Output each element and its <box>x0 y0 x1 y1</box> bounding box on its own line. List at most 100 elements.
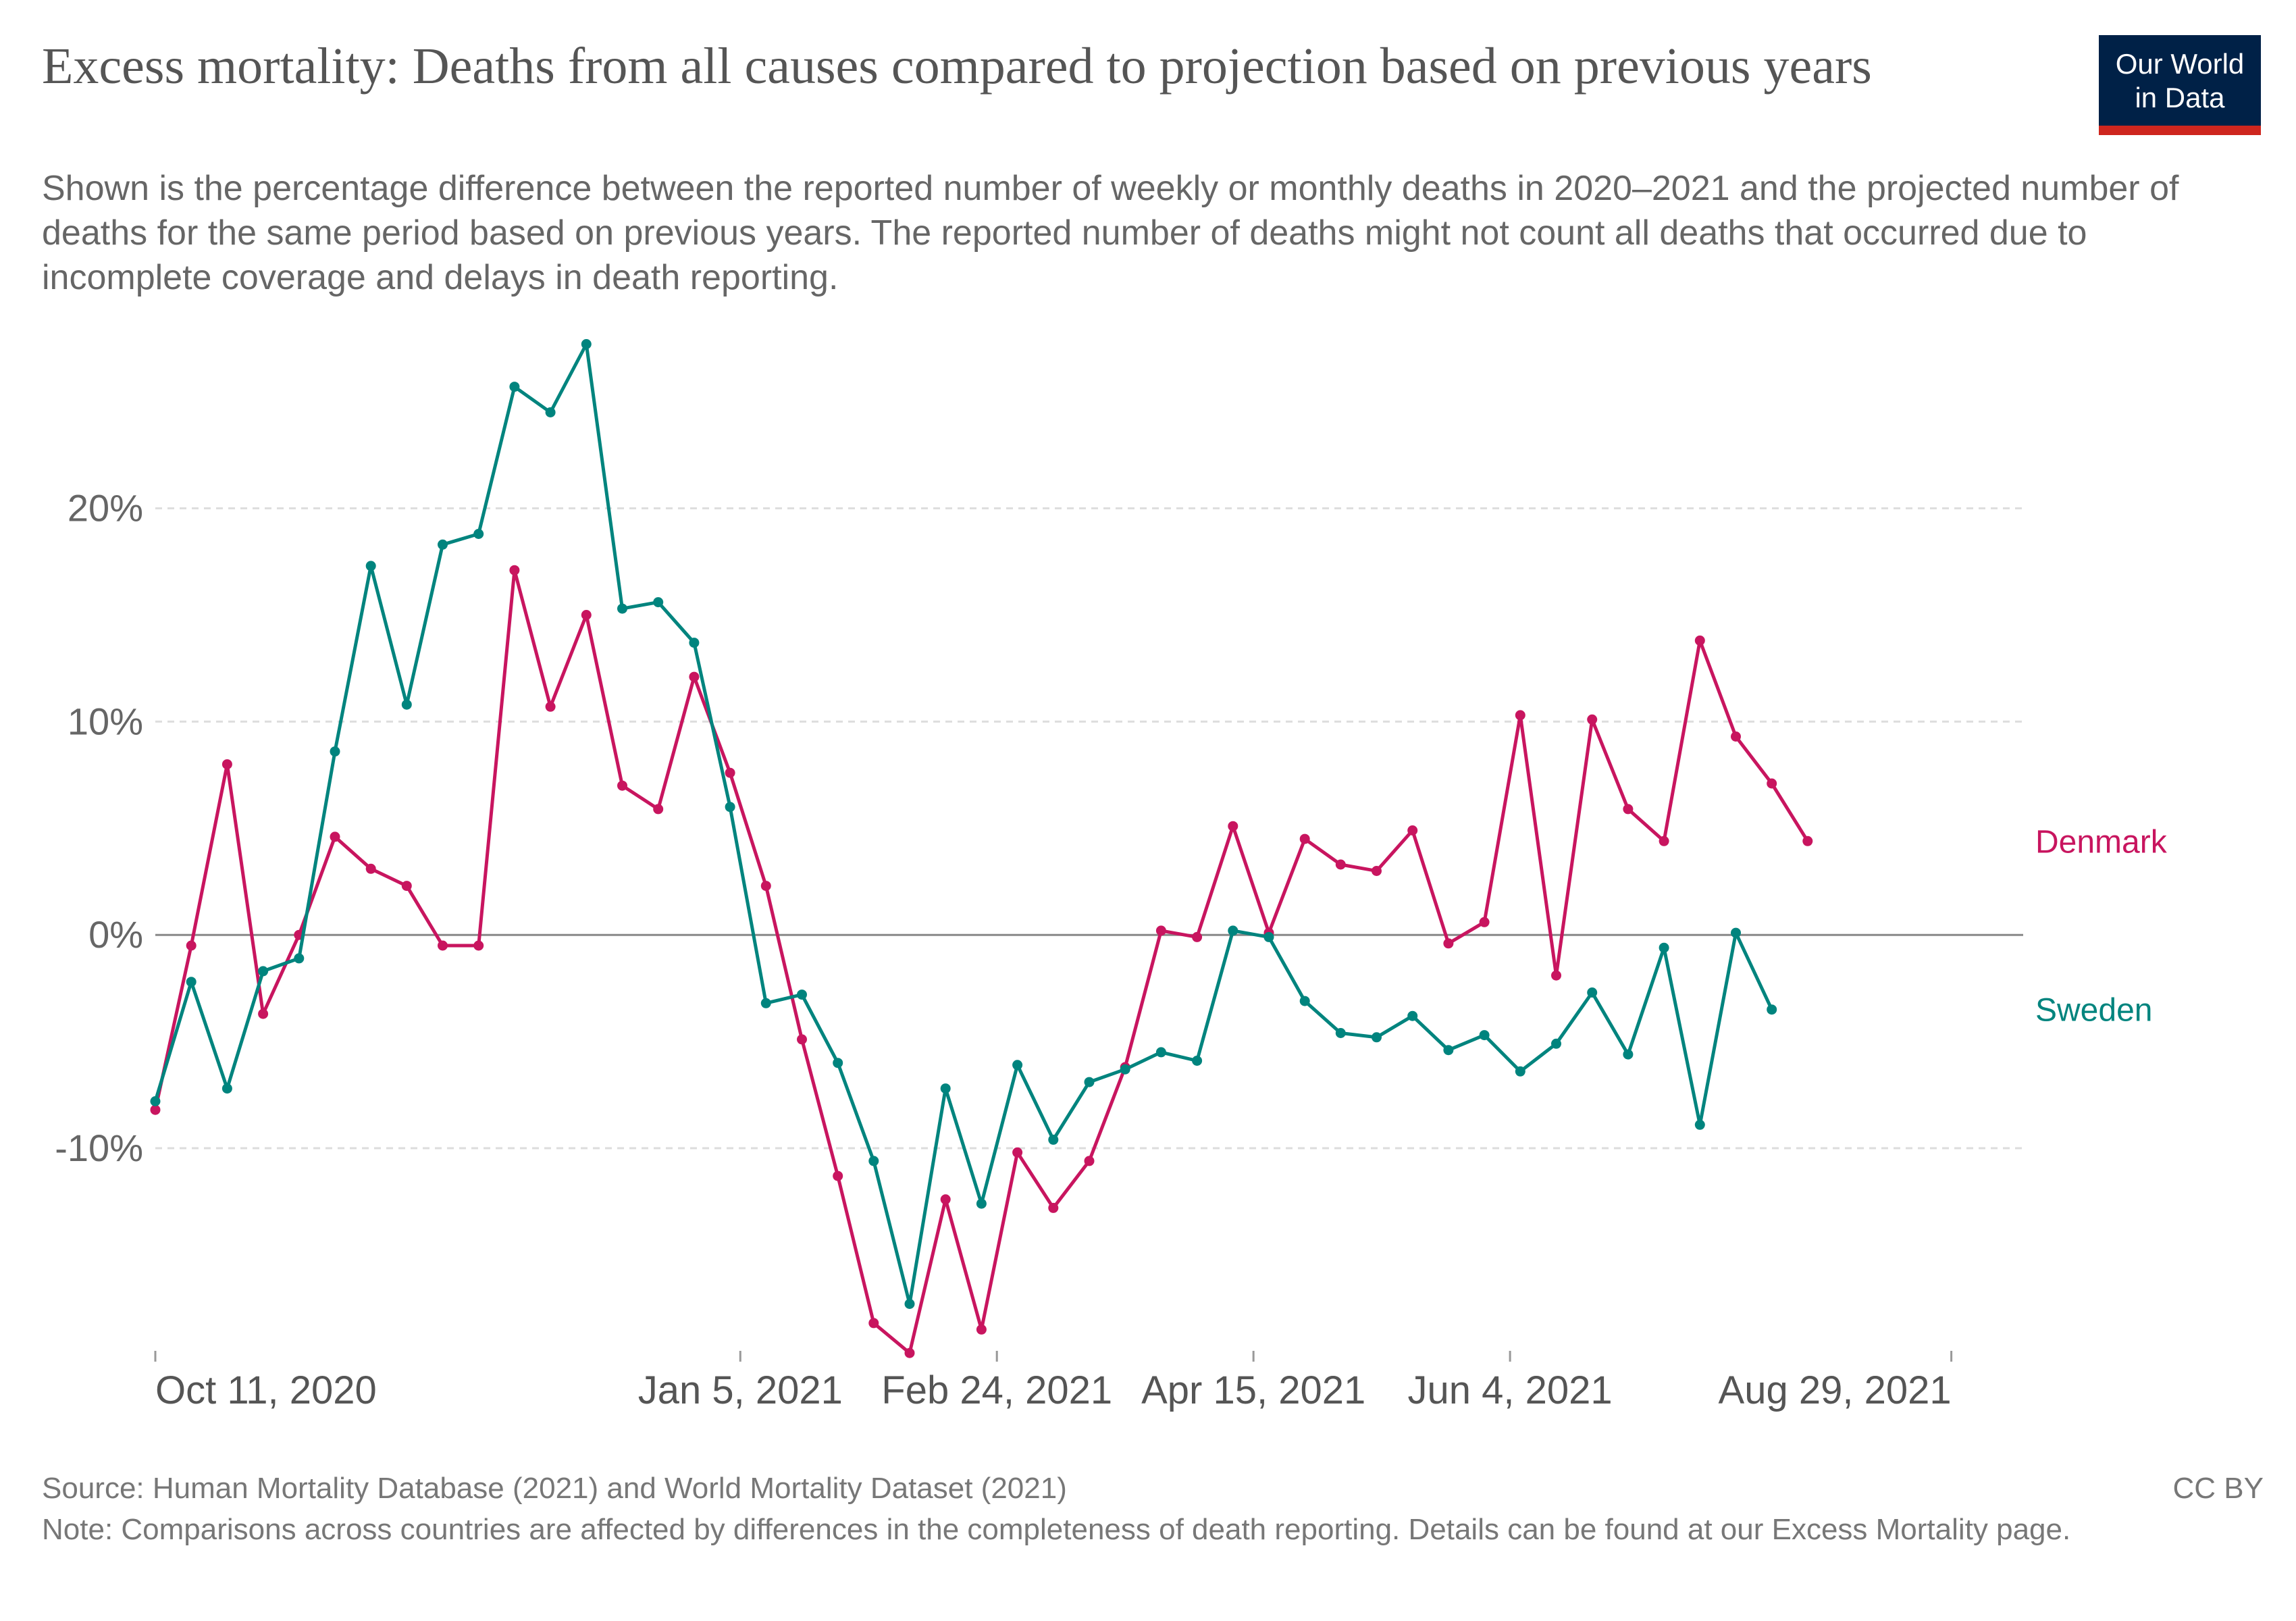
denmark-data-point[interactable] <box>833 1170 843 1181</box>
sweden-data-point[interactable] <box>1623 1049 1634 1060</box>
sweden-data-point[interactable] <box>760 998 771 1008</box>
sweden-data-point[interactable] <box>1299 996 1310 1006</box>
sweden-data-point[interactable] <box>221 1083 232 1094</box>
denmark-data-point[interactable] <box>1515 710 1525 721</box>
denmark-data-point[interactable] <box>1623 804 1634 815</box>
sweden-data-point[interactable] <box>509 382 520 392</box>
denmark-data-point[interactable] <box>1048 1202 1059 1213</box>
denmark-data-point[interactable] <box>221 759 232 770</box>
line-chart: -10% 0% 10% 20% Oct 11, 2020 Jan 5, 2021 Feb … <box>55 339 2168 1412</box>
denmark-data-point[interactable] <box>1587 714 1598 725</box>
chart-title: Excess mortality: Deaths from all causes… <box>42 38 1872 95</box>
sweden-data-point[interactable] <box>1515 1066 1525 1077</box>
denmark-data-point[interactable] <box>509 565 520 575</box>
denmark-data-point[interactable] <box>401 881 412 892</box>
sweden-data-point[interactable] <box>1228 925 1238 936</box>
denmark-data-point[interactable] <box>725 767 735 778</box>
sweden-data-point[interactable] <box>401 699 412 710</box>
denmark-data-point[interactable] <box>1335 859 1346 870</box>
sweden-data-point[interactable] <box>258 966 269 977</box>
sweden-data-point[interactable] <box>1192 1056 1203 1066</box>
denmark-data-point[interactable] <box>1767 778 1777 789</box>
denmark-data-point[interactable] <box>1228 821 1238 831</box>
sweden-data-point[interactable] <box>1120 1064 1130 1075</box>
sweden-data-point[interactable] <box>797 989 807 1000</box>
denmark-data-point[interactable] <box>186 940 197 951</box>
sweden-data-point[interactable] <box>1048 1134 1059 1145</box>
denmark-data-point[interactable] <box>545 701 556 712</box>
denmark-data-point[interactable] <box>1084 1156 1095 1166</box>
denmark-data-point[interactable] <box>1443 938 1454 949</box>
sweden-data-point[interactable] <box>1659 942 1669 953</box>
sweden-data-point[interactable] <box>581 339 592 349</box>
denmark-data-point[interactable] <box>1155 925 1166 936</box>
sweden-data-point[interactable] <box>1407 1010 1418 1021</box>
denmark-data-point[interactable] <box>438 940 448 951</box>
denmark-data-point[interactable] <box>689 671 700 682</box>
sweden-data-point[interactable] <box>1731 927 1741 938</box>
sweden-data-point[interactable] <box>186 977 197 987</box>
sweden-data-point[interactable] <box>1443 1045 1454 1056</box>
sweden-data-point[interactable] <box>365 561 376 571</box>
grid-layer <box>155 507 2023 1150</box>
license-link[interactable]: CC BY <box>2172 1472 2264 1505</box>
denmark-data-point[interactable] <box>940 1194 951 1205</box>
sweden-data-point[interactable] <box>617 603 627 614</box>
denmark-data-point[interactable] <box>330 831 340 842</box>
sweden-data-point[interactable] <box>725 802 735 813</box>
denmark-data-point[interactable] <box>1192 931 1203 942</box>
sweden-data-point[interactable] <box>294 953 305 964</box>
sweden-data-point[interactable] <box>1372 1032 1382 1043</box>
x-tick-label: Apr 15, 2021 <box>1141 1368 1365 1412</box>
denmark-data-point[interactable] <box>581 610 592 620</box>
sweden-data-point[interactable] <box>1587 987 1598 998</box>
sweden-data-point[interactable] <box>330 746 340 757</box>
denmark-data-point[interactable] <box>258 1008 269 1019</box>
sweden-data-point[interactable] <box>940 1083 951 1094</box>
denmark-data-point[interactable] <box>365 863 376 874</box>
owid-logo[interactable]: Our World in Data <box>2099 35 2261 135</box>
denmark-data-point[interactable] <box>760 881 771 892</box>
sweden-data-point[interactable] <box>1479 1030 1490 1041</box>
y-tick-label: 20% <box>68 487 143 530</box>
denmark-data-point[interactable] <box>868 1318 879 1329</box>
sweden-data-point[interactable] <box>473 529 484 539</box>
sweden-data-point[interactable] <box>1012 1060 1023 1071</box>
sweden-data-point[interactable] <box>438 539 448 550</box>
sweden-data-point[interactable] <box>904 1299 915 1309</box>
denmark-data-point[interactable] <box>797 1034 807 1045</box>
sweden-data-point[interactable] <box>1263 931 1274 942</box>
sweden-data-point[interactable] <box>1551 1038 1561 1049</box>
y-tick-label: 10% <box>68 700 143 742</box>
denmark-data-point[interactable] <box>473 940 484 951</box>
denmark-data-point[interactable] <box>1551 970 1561 981</box>
y-tick-label: -10% <box>55 1127 143 1169</box>
denmark-data-point[interactable] <box>1479 917 1490 927</box>
denmark-data-point[interactable] <box>1659 835 1669 846</box>
sweden-data-point[interactable] <box>1767 1004 1777 1015</box>
sweden-data-point[interactable] <box>833 1058 843 1069</box>
sweden-data-point[interactable] <box>976 1198 987 1209</box>
denmark-data-point[interactable] <box>653 804 664 815</box>
denmark-data-point[interactable] <box>904 1347 915 1358</box>
denmark-data-point[interactable] <box>1299 833 1310 844</box>
sweden-data-point[interactable] <box>868 1156 879 1166</box>
denmark-data-point[interactable] <box>1731 731 1741 742</box>
sweden-data-point[interactable] <box>150 1096 161 1106</box>
logo-text-line1: Our World <box>2115 48 2245 80</box>
denmark-data-point[interactable] <box>617 780 627 791</box>
sweden-data-point[interactable] <box>689 638 700 648</box>
sweden-data-point[interactable] <box>1335 1028 1346 1038</box>
denmark-data-point[interactable] <box>1372 866 1382 876</box>
denmark-data-point[interactable] <box>1802 835 1813 846</box>
sweden-data-point[interactable] <box>1155 1047 1166 1058</box>
denmark-data-point[interactable] <box>1407 825 1418 835</box>
denmark-data-point[interactable] <box>1012 1147 1023 1158</box>
sweden-data-point[interactable] <box>1694 1119 1705 1130</box>
sweden-data-point[interactable] <box>653 597 664 608</box>
denmark-data-point[interactable] <box>150 1104 161 1115</box>
denmark-data-point[interactable] <box>1694 635 1705 646</box>
sweden-data-point[interactable] <box>1084 1077 1095 1087</box>
denmark-data-point[interactable] <box>976 1324 987 1335</box>
sweden-data-point[interactable] <box>545 407 556 417</box>
